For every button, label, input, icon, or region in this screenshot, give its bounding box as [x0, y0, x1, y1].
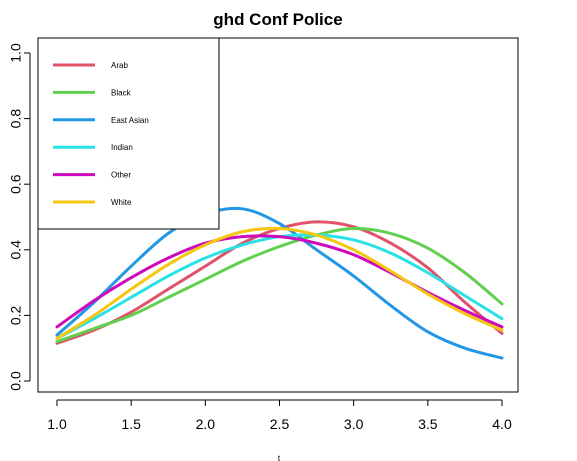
x-tick-label: 4.0 [492, 416, 512, 432]
x-tick-label: 1.5 [121, 416, 141, 432]
y-tick-label: 0.8 [8, 109, 24, 129]
series-line-black [55, 226, 504, 344]
legend-label-other: Other [111, 171, 131, 180]
series-line-east-asian [55, 206, 504, 360]
x-tick-label: 2.5 [270, 416, 290, 432]
legend-label-black: Black [111, 88, 132, 97]
x-tick-label: 1.0 [47, 416, 67, 432]
y-tick-label: 0.6 [8, 174, 24, 194]
x-tick-label: 3.5 [418, 416, 438, 432]
legend-label-arab: Arab [111, 61, 128, 70]
legend-label-white: White [111, 198, 132, 207]
legend-label-east-asian: East Asian [111, 116, 149, 125]
series-line-white [55, 226, 504, 340]
series-line-other [55, 234, 504, 329]
x-tick-label: 2.0 [196, 416, 216, 432]
y-tick-label: 1.0 [8, 43, 24, 63]
series-line-indian [55, 233, 504, 340]
legend-box [37, 37, 220, 230]
x-axis-label: t [278, 454, 281, 461]
chart-title: ghd Conf Police [213, 10, 342, 29]
legend-label-indian: Indian [111, 143, 133, 152]
y-tick-label: 0.0 [8, 371, 24, 391]
x-tick-label: 3.0 [344, 416, 364, 432]
series-lines [55, 206, 504, 360]
y-tick-label: 0.2 [8, 305, 24, 325]
y-tick-label: 0.4 [8, 240, 24, 260]
